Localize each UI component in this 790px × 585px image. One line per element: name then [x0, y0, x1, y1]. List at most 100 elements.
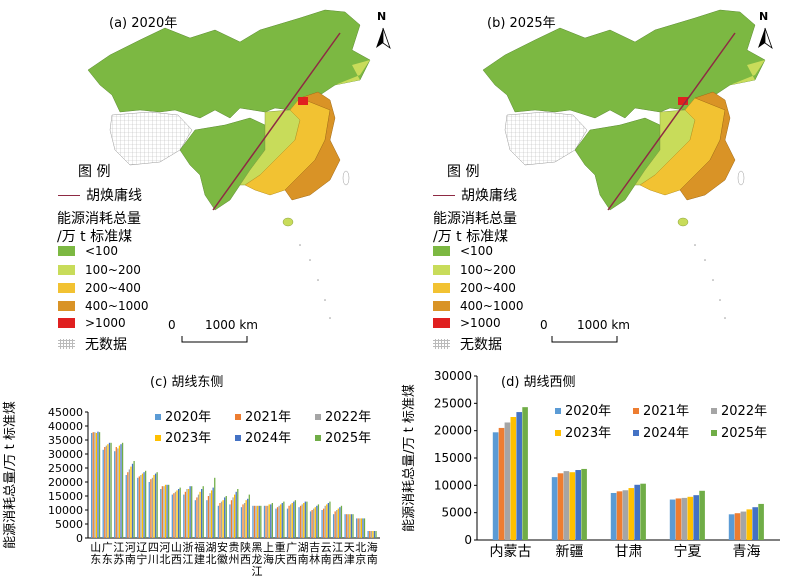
legend-label: 2024年	[643, 426, 689, 441]
bar	[102, 449, 104, 538]
legend-swatch	[555, 408, 561, 414]
island-taiwan	[342, 170, 350, 186]
bar	[347, 514, 349, 538]
map-label: (b) 2025年	[487, 16, 556, 31]
bar	[127, 472, 129, 538]
bar	[369, 531, 371, 538]
legend-label: 2025年	[325, 431, 371, 446]
bar	[154, 473, 157, 538]
bar	[610, 492, 617, 540]
legend-hu-line: 胡焕庸线	[433, 185, 517, 205]
chart-title: (c) 胡线东侧	[150, 375, 223, 390]
bar	[151, 477, 154, 538]
bar	[492, 432, 499, 540]
north-label: N	[377, 10, 387, 23]
bar	[270, 504, 272, 538]
legend-class: <100	[58, 244, 118, 258]
bar	[336, 510, 338, 538]
bar	[133, 461, 135, 538]
bar	[260, 505, 262, 538]
x-tick-label: 海	[367, 540, 378, 554]
legend-class: 400~1000	[433, 299, 524, 313]
bar	[288, 505, 290, 538]
bar	[217, 505, 220, 538]
chart-title: (d) 胡线西侧	[501, 375, 576, 390]
bar	[329, 501, 331, 538]
bar	[317, 504, 320, 538]
y-tick-label: 30000	[48, 448, 83, 461]
legend-swatch	[155, 414, 161, 420]
x-tick-label: 福	[194, 540, 205, 554]
bar	[141, 473, 144, 538]
south-sea-islands	[694, 244, 726, 319]
hu-line-swatch	[58, 194, 80, 196]
legend-label: 2025年	[721, 426, 767, 441]
bar	[498, 427, 505, 540]
legend-title: 图 例	[447, 164, 480, 180]
legend-swatch	[711, 408, 717, 414]
y-tick-label: 10000	[48, 504, 83, 517]
bar-chart-east: 0500010000150002000025000300003500040000…	[3, 375, 380, 578]
map-panel-2020: (a) 2020年 N 0 1000 km 图 例 胡焕庸线 能源消耗总量 /万…	[0, 0, 395, 353]
bar	[314, 507, 316, 538]
y-tick-label: 5000	[441, 506, 472, 520]
bar	[210, 490, 213, 538]
bar	[230, 500, 233, 538]
x-tick-label: 北	[159, 553, 170, 566]
x-tick-label: 河	[125, 541, 136, 554]
x-tick-label: 西	[171, 553, 182, 566]
legend-category-title: 能源消耗总量	[57, 211, 141, 227]
bar	[209, 493, 211, 538]
bar	[189, 486, 191, 538]
y-tick-label: 35000	[48, 434, 83, 447]
x-tick-label: 四	[148, 541, 159, 554]
bar	[257, 505, 259, 538]
bar	[581, 468, 587, 540]
bar	[148, 482, 150, 538]
x-tick-label: 苏	[113, 553, 124, 566]
x-tick-label: 浙	[182, 541, 193, 554]
x-tick-label: 重	[275, 540, 286, 554]
bar	[634, 484, 640, 540]
bar	[699, 490, 705, 540]
x-tick-label: 北	[355, 541, 366, 554]
bar	[522, 407, 528, 540]
legend-swatch	[315, 414, 321, 420]
bar	[360, 518, 362, 538]
legend-category-unit: /万 t 标准煤	[433, 229, 509, 245]
bar	[108, 442, 111, 538]
legend-swatch	[235, 414, 241, 420]
y-tick-label: 25000	[434, 396, 472, 410]
scale-zero: 0	[540, 318, 548, 332]
bar	[143, 472, 145, 538]
bar	[177, 489, 180, 538]
bar	[339, 507, 341, 538]
bar	[516, 412, 522, 540]
x-tick-label: 广	[102, 541, 113, 554]
x-tick-label: 新疆	[556, 544, 584, 560]
bar	[115, 447, 117, 538]
bar	[332, 514, 335, 538]
bar	[199, 491, 201, 538]
x-tick-label: 西	[240, 553, 251, 566]
x-tick-label: 天	[344, 541, 355, 554]
bar	[510, 417, 517, 540]
bar	[275, 508, 277, 538]
bar	[367, 531, 369, 538]
bar	[252, 505, 254, 538]
bar	[153, 475, 155, 538]
bar	[622, 490, 629, 540]
x-tick-label: 京	[355, 552, 366, 566]
bar	[255, 505, 257, 538]
bar	[121, 442, 124, 538]
bar	[372, 531, 374, 538]
bar	[104, 447, 106, 538]
bar	[187, 489, 190, 538]
bar	[202, 486, 204, 538]
bar	[174, 491, 177, 538]
bar	[327, 503, 330, 538]
legend-class: 200~400	[433, 281, 516, 295]
bar	[95, 433, 98, 538]
bar	[164, 484, 167, 538]
bar	[130, 466, 132, 538]
